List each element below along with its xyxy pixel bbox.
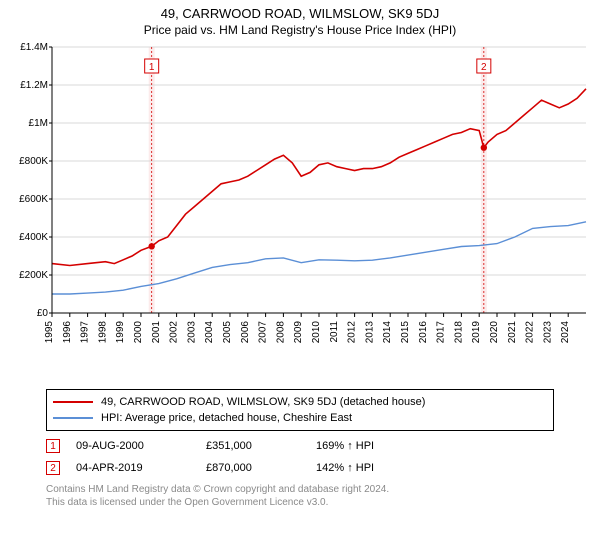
legend-label: HPI: Average price, detached house, Ches… [101, 412, 352, 424]
x-tick-label: 2014 [382, 321, 393, 344]
x-tick-label: 1996 [62, 321, 73, 344]
y-tick-label: £1M [29, 118, 48, 129]
legend-row: HPI: Average price, detached house, Ches… [53, 410, 547, 426]
sale-dot [148, 243, 154, 249]
x-tick-label: 2015 [400, 321, 411, 344]
x-tick-label: 2001 [151, 321, 162, 344]
series-property [52, 89, 586, 266]
y-tick-label: £1.4M [20, 43, 48, 53]
x-tick-label: 2012 [347, 321, 358, 344]
x-tick-label: 2010 [311, 321, 322, 344]
sale-dot [481, 145, 487, 151]
x-tick-label: 2019 [471, 321, 482, 344]
x-tick-label: 2011 [329, 321, 340, 343]
x-tick-label: 2016 [418, 321, 429, 344]
footer-attribution: Contains HM Land Registry data © Crown c… [46, 483, 590, 509]
sale-price: £351,000 [206, 440, 316, 452]
price-chart: £0 £200K £400K £600K £800K £1M £1.2M £1.4M 1 2 199… [10, 43, 590, 383]
x-tick-label: 2006 [240, 321, 251, 344]
x-tick-label: 2004 [204, 321, 215, 344]
x-tick-label: 2008 [275, 321, 286, 344]
x-tick-label: 1995 [44, 321, 55, 344]
sales-list: 1 09-AUG-2000£351,000169% ↑ HPI 2 04-APR-20… [46, 435, 590, 479]
sale-marker: 1 [46, 439, 60, 453]
x-tick-label: 2005 [222, 321, 233, 344]
legend-box: 49, CARRWOOD ROAD, WILMSLOW, SK9 5DJ (de… [46, 389, 554, 431]
sale-ratio: 169% ↑ HPI [316, 440, 374, 452]
footer-line: This data is licensed under the Open Gov… [46, 496, 590, 509]
sale-date: 04-APR-2019 [76, 462, 206, 474]
x-tick-label: 2021 [507, 321, 518, 344]
sale-ratio: 142% ↑ HPI [316, 462, 374, 474]
legend-label: 49, CARRWOOD ROAD, WILMSLOW, SK9 5DJ (de… [101, 396, 425, 408]
x-tick-label: 1997 [80, 321, 91, 344]
y-tick-label: £0 [37, 308, 49, 319]
x-tick-label: 2023 [542, 321, 553, 344]
y-tick-label: £800K [19, 156, 48, 167]
series-hpi [52, 222, 586, 294]
x-tick-label: 2020 [489, 321, 500, 344]
x-tick-label: 1998 [97, 321, 108, 344]
y-tick-label: £600K [19, 194, 48, 205]
legend-row: 49, CARRWOOD ROAD, WILMSLOW, SK9 5DJ (de… [53, 394, 547, 410]
x-tick-label: 2002 [169, 321, 180, 344]
sale-price: £870,000 [206, 462, 316, 474]
footer-line: Contains HM Land Registry data © Crown c… [46, 483, 590, 496]
y-tick-label: £200K [19, 270, 48, 281]
x-tick-label: 1999 [115, 321, 126, 344]
x-tick-label: 2022 [525, 321, 536, 344]
sale-row: 1 09-AUG-2000£351,000169% ↑ HPI [46, 435, 590, 457]
x-tick-label: 2007 [258, 321, 269, 344]
legend-swatch [53, 401, 93, 403]
chart-subtitle: Price paid vs. HM Land Registry's House … [10, 23, 590, 37]
x-tick-label: 2000 [133, 321, 144, 344]
y-tick-label: £1.2M [20, 80, 48, 91]
legend-swatch [53, 417, 93, 419]
x-tick-label: 2009 [293, 321, 304, 344]
chart-title: 49, CARRWOOD ROAD, WILMSLOW, SK9 5DJ [10, 6, 590, 21]
sale-date: 09-AUG-2000 [76, 440, 206, 452]
sale-marker-num: 2 [481, 62, 487, 73]
sale-row: 2 04-APR-2019£870,000142% ↑ HPI [46, 457, 590, 479]
sale-marker-num: 1 [149, 62, 155, 73]
x-tick-label: 2003 [186, 321, 197, 344]
x-tick-label: 2018 [453, 321, 464, 344]
y-tick-label: £400K [19, 232, 48, 243]
x-tick-label: 2013 [364, 321, 375, 344]
x-tick-label: 2024 [560, 321, 571, 344]
sale-marker: 2 [46, 461, 60, 475]
x-tick-label: 2017 [436, 321, 447, 344]
